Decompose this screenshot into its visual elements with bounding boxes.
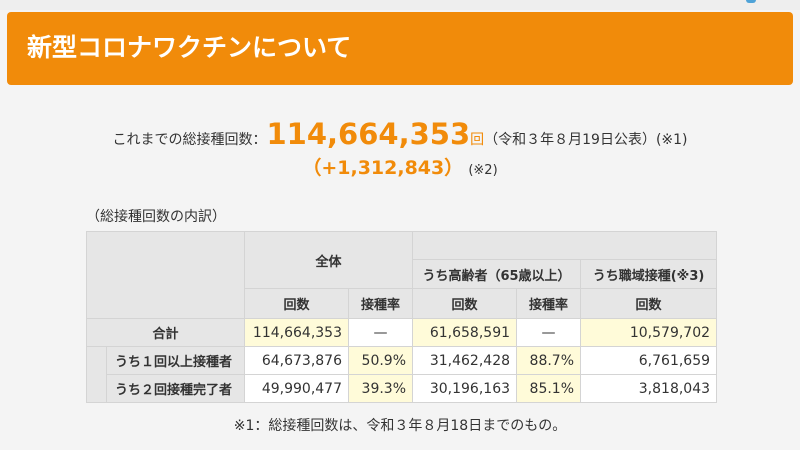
increase-note: (※2) [468, 163, 498, 178]
table-corner-cell [86, 231, 245, 319]
row-indent-cell [86, 346, 107, 403]
overall-rate-cell: 50.9% [347, 346, 414, 375]
elderly-rate-cell: — [516, 318, 582, 347]
col-header-overall-count: 回数 [244, 288, 349, 319]
group-header-overall: 全体 [243, 231, 414, 289]
elderly-count-cell: 31,462,428 [412, 346, 518, 375]
elderly-count-cell: 30,196,163 [412, 374, 518, 403]
corner-mark [746, 0, 756, 3]
page-top-edge [0, 0, 800, 10]
overall-count-cell: 114,664,353 [244, 318, 349, 347]
group-header-elderly: うち高齢者（65歳以上） [412, 259, 582, 289]
total-value: 114,664,353 [266, 117, 471, 151]
overall-count-cell: 64,673,876 [244, 346, 349, 375]
breakdown-table: 全体 うち高齢者（65歳以上） うち職域接種(※3) 回数 接種率 回数 接種率… [86, 231, 718, 403]
increase-line: （+1,312,843） (※2) [0, 153, 800, 186]
group-header-workplace: うち職域接種(※3) [580, 259, 718, 289]
table-row-second-dose: うち２回接種完了者 49,990,477 39.3% 30,196,163 85… [87, 374, 718, 403]
increase-value: （+1,312,843） [302, 157, 464, 179]
overall-rate-cell: 39.3% [347, 374, 414, 403]
workplace-count-cell: 3,818,043 [580, 374, 718, 403]
col-header-elderly-count: 回数 [412, 288, 518, 319]
total-vaccinations-line: これまでの総接種回数：114,664,353回（令和３年８月19日公表）(※1) [0, 114, 800, 160]
table-row-first-dose: うち１回以上接種者 64,673,876 50.9% 31,462,428 88… [86, 346, 718, 403]
group-header-spacer [412, 231, 718, 260]
row-label: 合計 [86, 318, 245, 347]
elderly-rate-cell: 85.1% [516, 374, 582, 403]
col-header-workplace-count: 回数 [580, 288, 718, 319]
total-label: これまでの総接種回数： [112, 132, 267, 148]
row-label: うち１回以上接種者 [106, 346, 245, 375]
total-unit: 回 [470, 132, 485, 148]
workplace-count-cell: 6,761,659 [580, 346, 718, 375]
page-title: 新型コロナワクチンについて [27, 33, 352, 62]
elderly-rate-cell: 88.7% [516, 346, 582, 375]
overall-rate-cell: — [347, 318, 414, 347]
footnote: ※1：総接種回数は、令和３年８月18日までのもの。 [233, 418, 567, 434]
workplace-count-cell: 10,579,702 [580, 318, 718, 347]
row-label: うち２回接種完了者 [106, 374, 245, 403]
col-header-elderly-rate: 接種率 [516, 288, 582, 319]
breakdown-heading: （総接種回数の内訳） [86, 209, 226, 225]
table-row-total: 合計 114,664,353 — 61,658,591 — 10,579,702 [86, 318, 718, 347]
header-banner: 新型コロナワクチンについて [7, 12, 793, 85]
overall-count-cell: 49,990,477 [244, 374, 349, 403]
elderly-count-cell: 61,658,591 [412, 318, 518, 347]
col-header-overall-rate: 接種率 [347, 288, 414, 319]
total-note: （令和３年８月19日公表）(※1) [484, 132, 688, 148]
